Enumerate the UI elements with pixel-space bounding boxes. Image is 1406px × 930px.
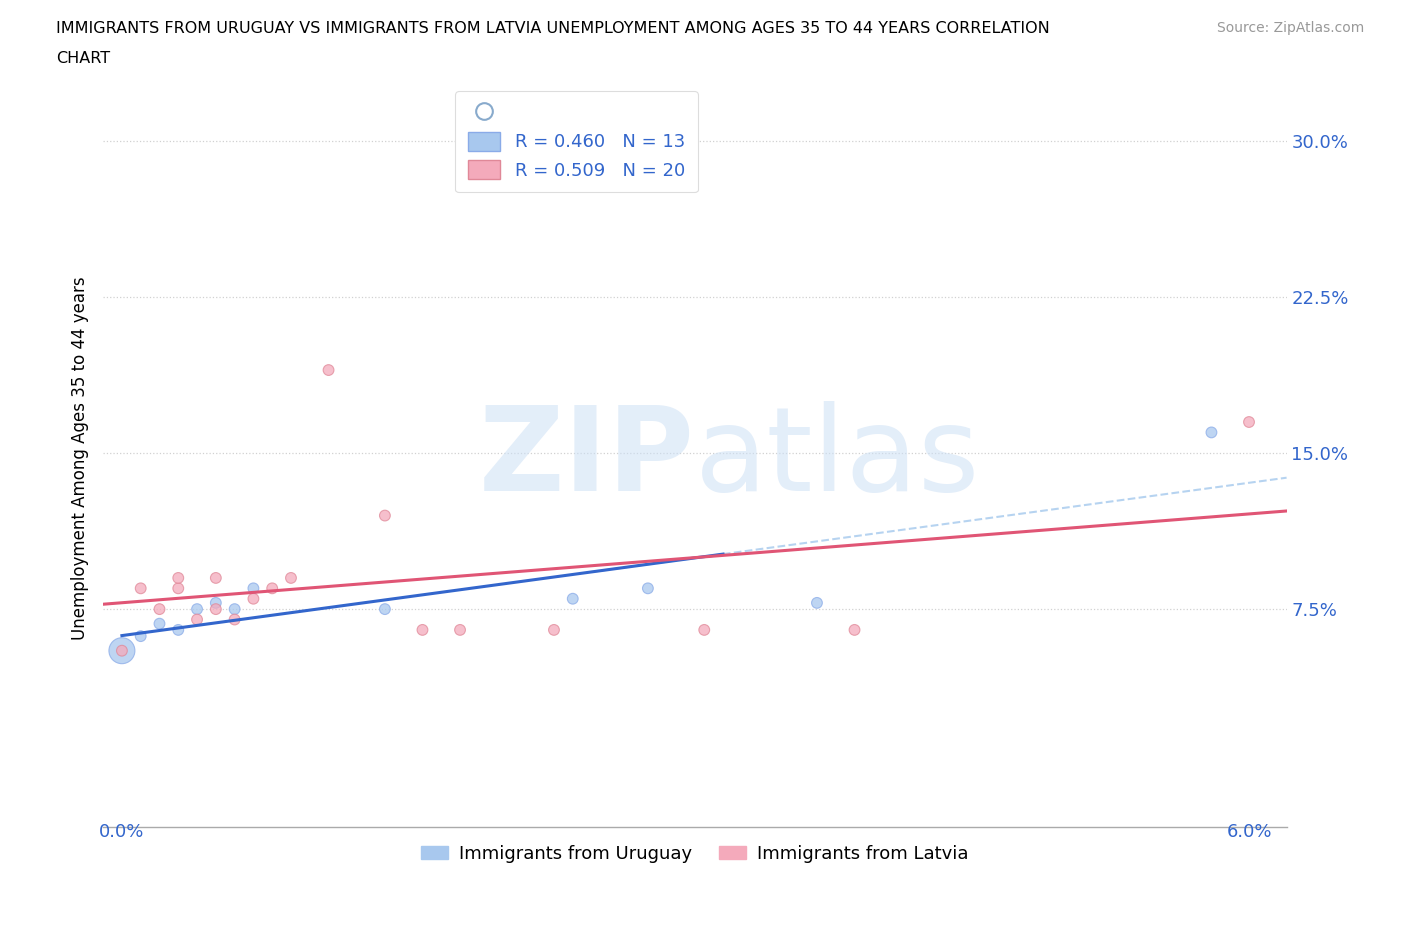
Point — [411, 622, 433, 637]
Y-axis label: Unemployment Among Ages 35 to 44 years: Unemployment Among Ages 35 to 44 years — [72, 276, 89, 640]
Legend: Immigrants from Uruguay, Immigrants from Latvia: Immigrants from Uruguay, Immigrants from… — [413, 838, 976, 870]
Point — [806, 595, 828, 610]
Point — [148, 602, 170, 617]
Point — [693, 622, 716, 637]
Point — [111, 644, 134, 658]
Point — [205, 602, 228, 617]
Point — [844, 622, 866, 637]
Point — [167, 570, 190, 585]
Text: Source: ZipAtlas.com: Source: ZipAtlas.com — [1216, 21, 1364, 35]
Point — [1237, 415, 1260, 430]
Point — [111, 644, 134, 658]
Point — [561, 591, 583, 606]
Point — [242, 581, 264, 596]
Point — [543, 622, 565, 637]
Point — [242, 591, 264, 606]
Point — [129, 629, 152, 644]
Text: 0.0%: 0.0% — [100, 823, 145, 842]
Point — [167, 581, 190, 596]
Point — [637, 581, 659, 596]
Point — [186, 602, 208, 617]
Point — [186, 612, 208, 627]
Point — [148, 617, 170, 631]
Point — [205, 570, 228, 585]
Point — [262, 581, 284, 596]
Point — [374, 508, 396, 523]
Point — [280, 570, 302, 585]
Point — [449, 622, 471, 637]
Point — [129, 581, 152, 596]
Text: ZIP: ZIP — [479, 401, 695, 516]
Text: 6.0%: 6.0% — [1226, 823, 1272, 842]
Text: atlas: atlas — [695, 401, 980, 516]
Point — [318, 363, 340, 378]
Text: IMMIGRANTS FROM URUGUAY VS IMMIGRANTS FROM LATVIA UNEMPLOYMENT AMONG AGES 35 TO : IMMIGRANTS FROM URUGUAY VS IMMIGRANTS FR… — [56, 21, 1050, 36]
Text: CHART: CHART — [56, 51, 110, 66]
Point — [224, 612, 246, 627]
Point — [205, 595, 228, 610]
Point — [167, 622, 190, 637]
Point — [374, 602, 396, 617]
Point — [224, 602, 246, 617]
Point — [1201, 425, 1223, 440]
